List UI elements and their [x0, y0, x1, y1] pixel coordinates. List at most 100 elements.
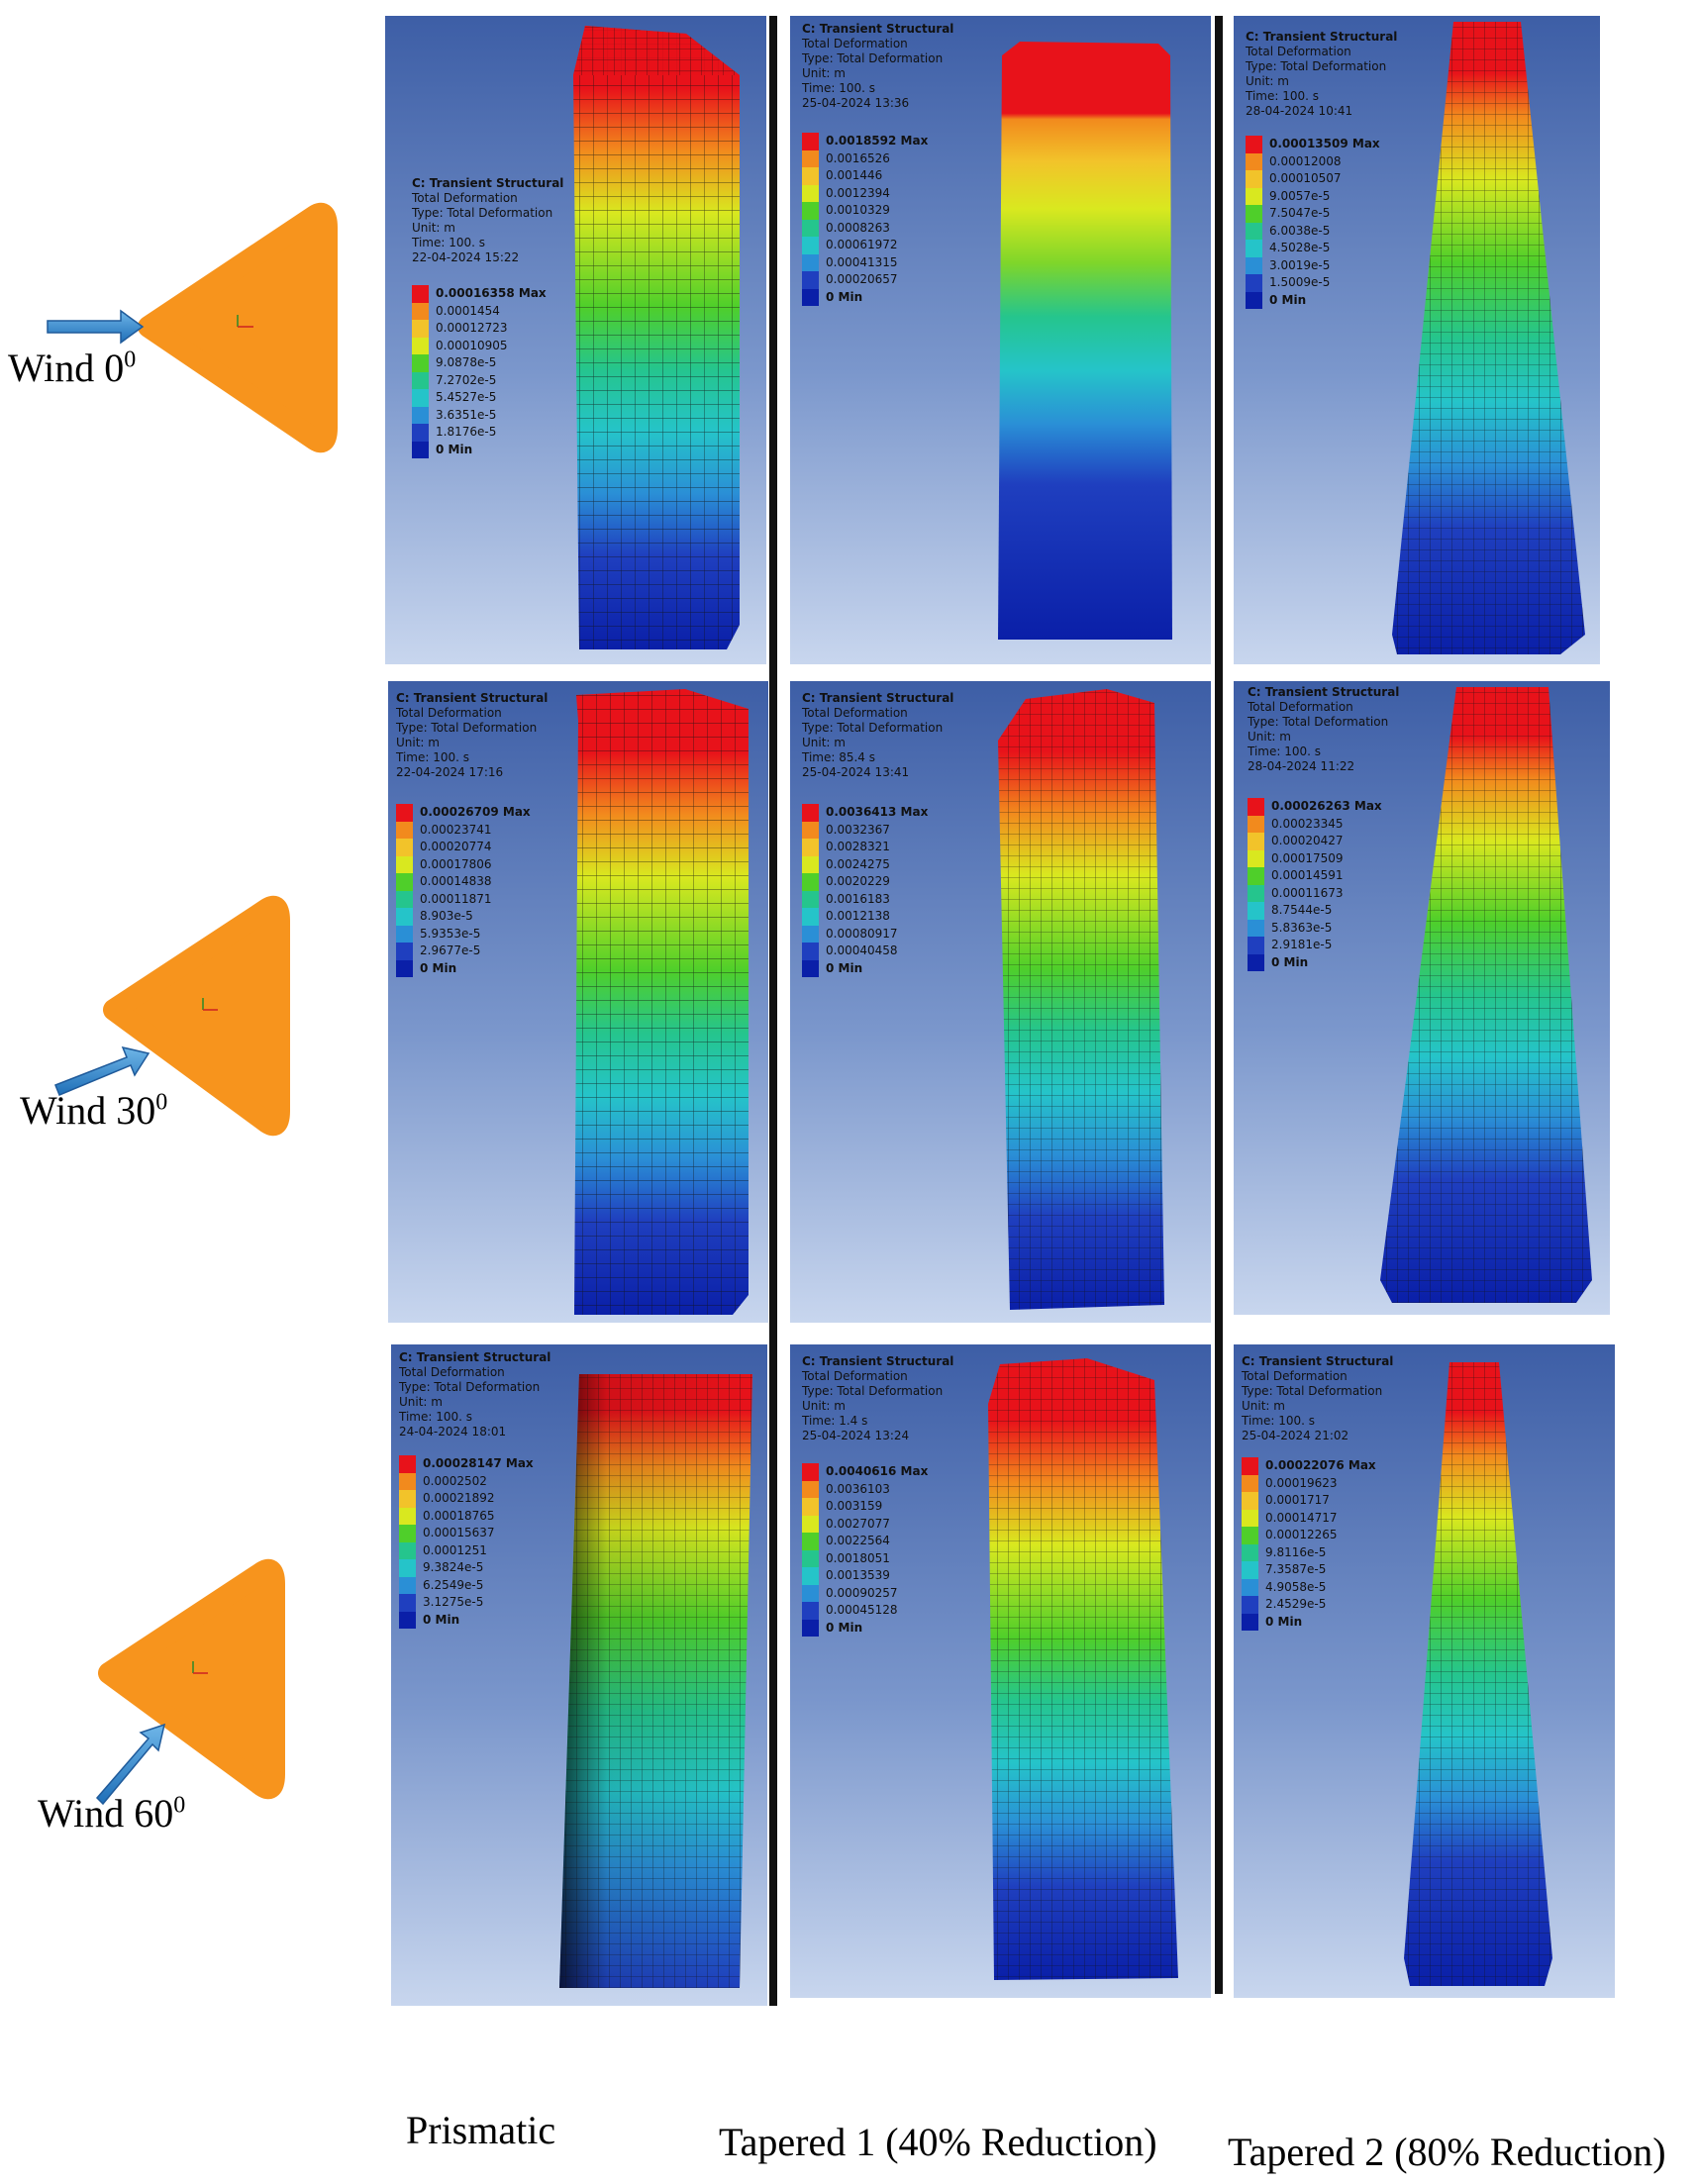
- result-line: Unit: m: [802, 66, 846, 80]
- legend-value: 0.00020657: [826, 272, 898, 286]
- legend-entry: 8.903e-5: [396, 908, 531, 926]
- result-info: C: Transient Structural Total Deformatio…: [412, 176, 563, 265]
- legend-value: 3.1275e-5: [423, 1595, 484, 1609]
- legend-swatch: [1248, 833, 1264, 850]
- legend-entry: 0.0010329: [802, 202, 928, 220]
- contour-legend: 0.00016358 Max 0.0001454 0.00012723 0.00010…: [412, 285, 547, 458]
- legend-swatch: [802, 908, 819, 926]
- fea-panel-tapered1-0: C: Transient Structural Total Deformatio…: [790, 16, 1211, 664]
- legend-value: 0.00017806: [420, 856, 492, 871]
- result-line: Type: Total Deformation: [802, 1384, 944, 1398]
- legend-value: 0 Min: [1269, 292, 1307, 307]
- result-info: C: Transient Structural Total Deformatio…: [1246, 30, 1397, 119]
- legend-value: 0 Min: [1265, 1614, 1303, 1629]
- legend-entry: 4.9058e-5: [1242, 1578, 1376, 1596]
- result-line: Type: Total Deformation: [412, 206, 553, 220]
- result-line: Total Deformation: [1248, 700, 1353, 714]
- legend-entry: 9.8116e-5: [1242, 1543, 1376, 1561]
- result-line: Total Deformation: [412, 191, 518, 205]
- legend-value: 0.0028321: [826, 840, 890, 853]
- legend-swatch: [1248, 937, 1264, 954]
- legend-value: 9.0057e-5: [1269, 188, 1331, 203]
- legend-entry: 0.0018051: [802, 1549, 928, 1567]
- result-info: C: Transient Structural Total Deformatio…: [802, 1354, 953, 1443]
- result-line: Total Deformation: [396, 706, 502, 720]
- legend-value: 9.8116e-5: [1265, 1544, 1327, 1559]
- legend-entry: 3.0019e-5: [1246, 256, 1380, 274]
- result-line: Total Deformation: [802, 706, 908, 720]
- legend-value: 3.6351e-5: [436, 407, 497, 422]
- legend-entry: 0 Min: [396, 959, 531, 977]
- fea-panel-tapered2-0: C: Transient Structural Total Deformatio…: [1234, 16, 1600, 664]
- legend-value: 0.0001454: [436, 303, 500, 318]
- result-line: Unit: m: [412, 221, 455, 235]
- legend-entry: 0.0028321: [802, 839, 928, 856]
- result-line: Time: 85.4 s: [802, 750, 876, 764]
- legend-value: 0.0024275: [826, 856, 890, 871]
- legend-swatch: [802, 925, 819, 943]
- legend-value: 0.00018765: [423, 1508, 495, 1523]
- triangle-section-icon: [47, 202, 338, 453]
- legend-swatch: [802, 1584, 819, 1602]
- wind-30-label: Wind 300: [20, 1088, 168, 1133]
- legend-value: 0.00022076 Max: [1265, 1458, 1376, 1472]
- legend-swatch: [1248, 919, 1264, 937]
- legend-entry: 0.00013509 Max: [1246, 136, 1380, 153]
- legend-entry: 8.7544e-5: [1248, 902, 1382, 920]
- legend-value: 0 Min: [420, 960, 457, 975]
- legend-entry: 0.003159: [802, 1498, 928, 1516]
- legend-value: 0.00026263 Max: [1271, 799, 1382, 813]
- legend-swatch: [802, 873, 819, 891]
- legend-swatch: [802, 167, 819, 185]
- legend-entry: 4.5028e-5: [1246, 240, 1380, 257]
- legend-swatch: [802, 821, 819, 839]
- legend-swatch: [412, 389, 429, 407]
- result-line: 22-04-2024 15:22: [412, 250, 520, 264]
- legend-value: 2.9181e-5: [1271, 938, 1333, 951]
- legend-entry: 0.00020774: [396, 839, 531, 856]
- legend-value: 2.4529e-5: [1265, 1597, 1327, 1611]
- legend-entry: 0.0016183: [802, 890, 928, 908]
- legend-swatch: [802, 1533, 819, 1550]
- legend-entry: 0.00018765: [399, 1507, 534, 1525]
- column-separator: [1215, 16, 1223, 1994]
- legend-swatch: [412, 441, 429, 458]
- legend-value: 0.0001251: [423, 1542, 487, 1557]
- legend-value: 0.00021892: [423, 1491, 495, 1505]
- legend-entry: 0.0018592 Max: [802, 133, 928, 150]
- legend-value: 9.0878e-5: [436, 355, 497, 369]
- tower-deformation-model: [559, 1374, 752, 1988]
- legend-value: 0.00010905: [436, 338, 508, 352]
- legend-swatch: [1242, 1509, 1258, 1527]
- legend-value: 0.0010329: [826, 203, 890, 217]
- legend-entry: 0.00015637: [399, 1525, 534, 1542]
- legend-value: 0.0036103: [826, 1481, 890, 1496]
- legend-swatch: [1242, 1596, 1258, 1614]
- legend-value: 0.00045128: [826, 1603, 898, 1617]
- legend-value: 8.903e-5: [420, 909, 473, 923]
- legend-entry: 5.9353e-5: [396, 925, 531, 943]
- legend-swatch: [802, 943, 819, 960]
- legend-entry: 0.00010507: [1246, 170, 1380, 188]
- legend-entry: 9.0878e-5: [412, 354, 547, 372]
- legend-swatch: [802, 253, 819, 271]
- legend-value: 7.2702e-5: [436, 372, 497, 387]
- legend-swatch: [802, 202, 819, 220]
- legend-entry: 0.00017509: [1248, 849, 1382, 867]
- legend-value: 0.0020229: [826, 874, 890, 888]
- legend-entry: 0.0040616 Max: [802, 1463, 928, 1481]
- result-title: C: Transient Structural: [412, 176, 564, 190]
- legend-entry: 0.00041315: [802, 253, 928, 271]
- legend-value: 6.0038e-5: [1269, 223, 1331, 238]
- legend-entry: 0.00023345: [1248, 815, 1382, 833]
- result-info: C: Transient Structural Total Deformatio…: [802, 22, 953, 111]
- legend-swatch: [1242, 1561, 1258, 1579]
- result-line: Type: Total Deformation: [1246, 59, 1387, 73]
- contour-legend: 0.00022076 Max 0.00019623 0.0001717 0.00014…: [1242, 1457, 1376, 1631]
- legend-swatch: [802, 1602, 819, 1620]
- legend-value: 0.0022564: [826, 1534, 890, 1547]
- fea-panel-prismatic-0: C: Transient Structural Total Deformatio…: [385, 16, 766, 664]
- legend-value: 5.9353e-5: [420, 926, 481, 941]
- legend-entry: 0.0001717: [1242, 1492, 1376, 1510]
- result-title: C: Transient Structural: [1242, 1354, 1394, 1368]
